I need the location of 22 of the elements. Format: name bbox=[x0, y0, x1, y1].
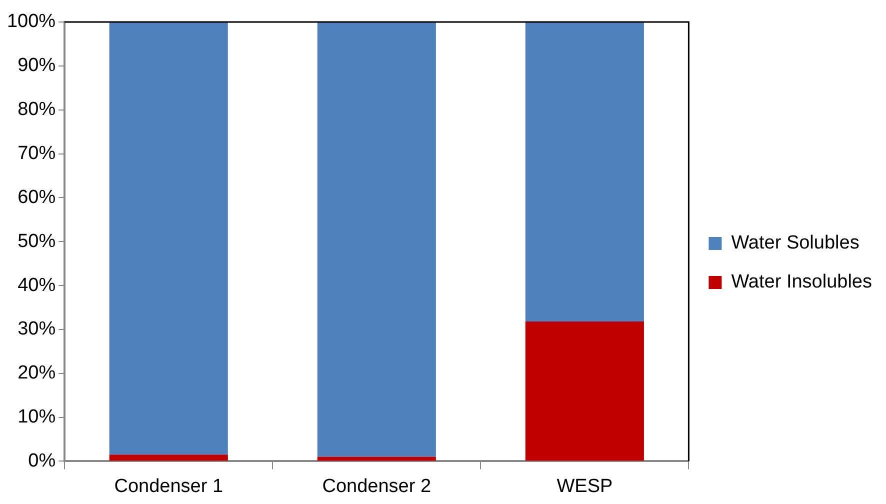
x-tick-label: Condenser 1 bbox=[114, 476, 224, 497]
y-tick-label: 100% bbox=[6, 11, 56, 32]
bar bbox=[317, 22, 436, 457]
bar bbox=[317, 456, 436, 461]
bar bbox=[525, 22, 644, 322]
bar bbox=[109, 22, 228, 455]
y-tick-label: 90% bbox=[18, 55, 56, 76]
y-tick-label: 80% bbox=[18, 99, 56, 120]
y-tick-label: 20% bbox=[18, 362, 56, 384]
y-tick-label: 0% bbox=[28, 450, 56, 472]
legend-label: Water Solubles bbox=[731, 232, 860, 254]
y-tick-label: 50% bbox=[18, 230, 56, 252]
y-tick-label: 40% bbox=[18, 274, 56, 296]
y-tick-label: 60% bbox=[18, 186, 56, 208]
x-tick-label: WESP bbox=[556, 476, 613, 497]
legend-label: Water Insolubles bbox=[731, 272, 872, 293]
bar bbox=[109, 454, 228, 461]
y-tick-label: 70% bbox=[18, 142, 56, 164]
y-tick-label: 30% bbox=[18, 318, 56, 340]
bar bbox=[525, 322, 644, 461]
y-tick-label: 10% bbox=[18, 406, 56, 428]
x-tick-label: Condenser 2 bbox=[322, 476, 432, 497]
